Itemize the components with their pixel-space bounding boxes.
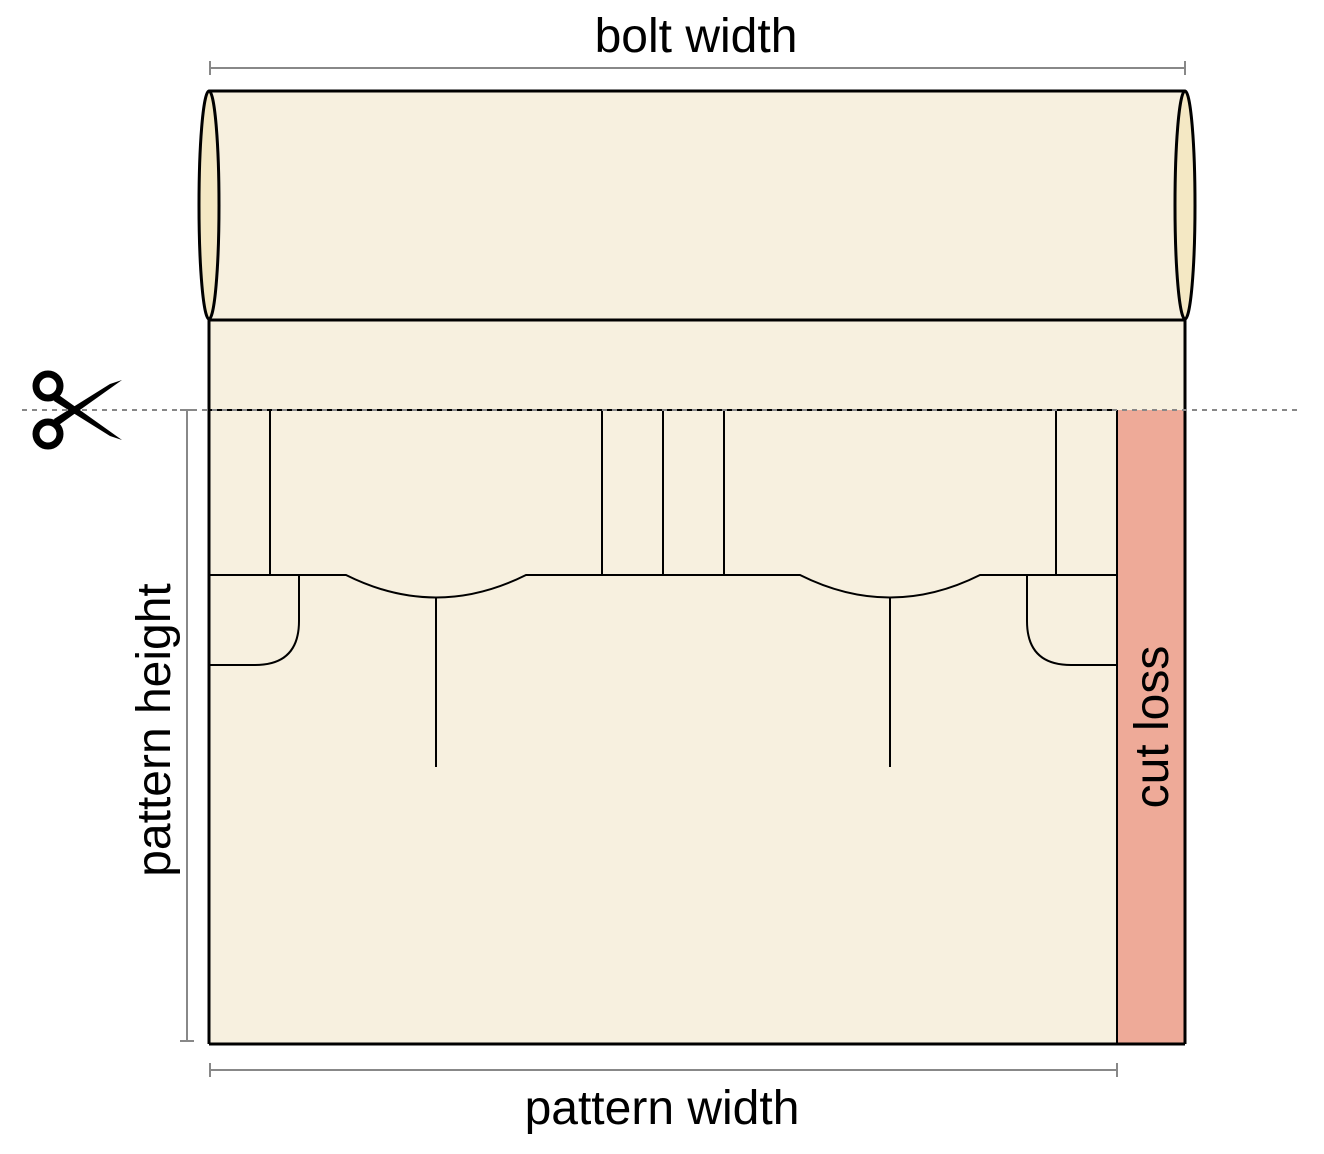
bolt-right-end <box>1173 89 1197 321</box>
bolt-width-dimension: bolt width <box>209 10 1186 75</box>
fabric-bolt <box>197 89 1197 322</box>
pattern-motif <box>209 409 1118 1044</box>
cut-loss-label: cut loss <box>1126 646 1179 809</box>
scissors-icon <box>32 370 122 450</box>
cut-loss-strip <box>1117 410 1185 1044</box>
pattern-height-dimension: pattern height <box>128 409 194 1042</box>
pattern-width-dimension: pattern width <box>209 1063 1118 1135</box>
bolt-left-end <box>197 89 221 321</box>
pattern-width-label: pattern width <box>525 1082 800 1135</box>
fabric-sheet <box>209 320 1185 1044</box>
bolt-width-label: bolt width <box>595 10 798 63</box>
sheet-outline <box>207 320 1187 1046</box>
pattern-height-label: pattern height <box>128 583 181 877</box>
